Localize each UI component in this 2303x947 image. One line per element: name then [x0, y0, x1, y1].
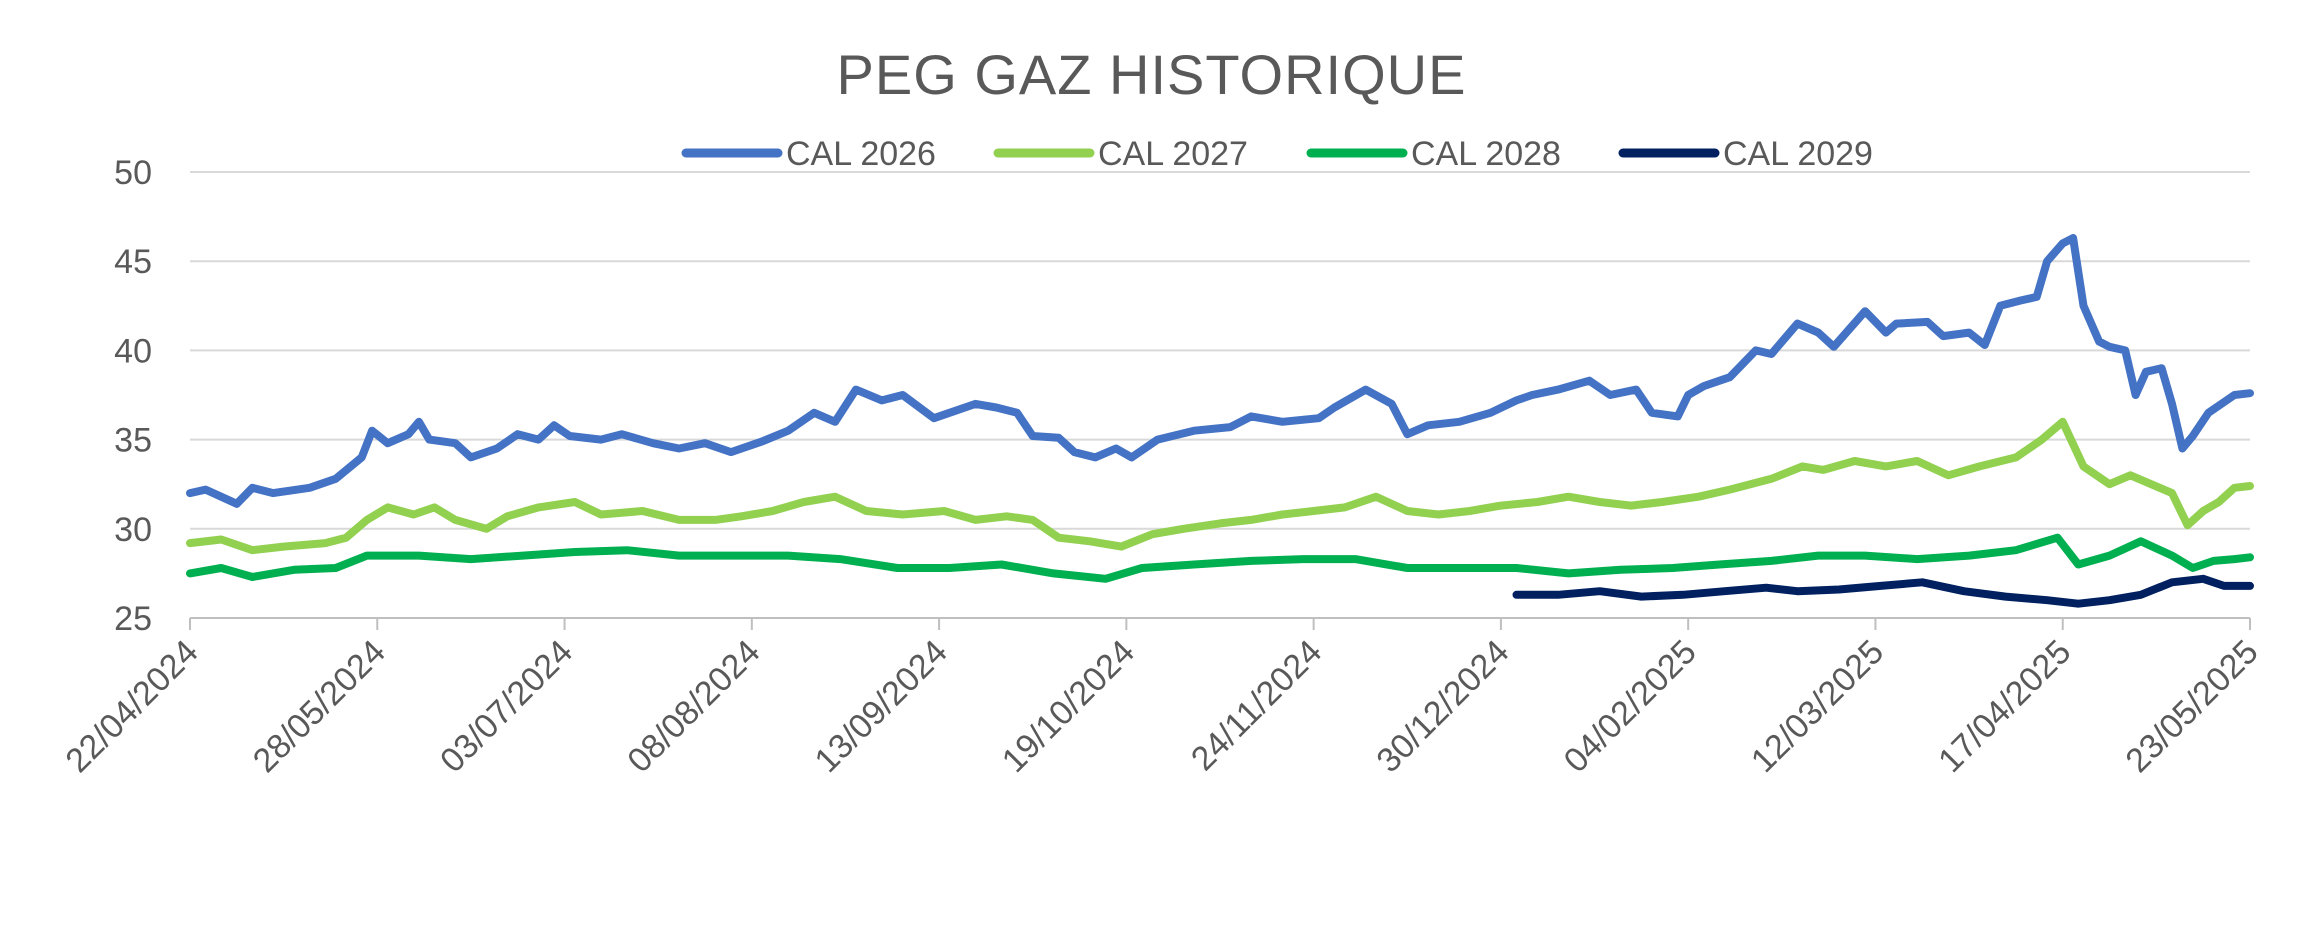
x-tick-label: 17/04/2025: [1931, 633, 2078, 780]
x-tick-label: 24/11/2024: [1184, 633, 1329, 778]
legend-label: CAL 2027: [1098, 135, 1248, 173]
y-axis: 50 45 40 35 30 25: [114, 154, 152, 638]
legend-label: CAL 2028: [1411, 135, 1561, 173]
x-tick-label: 28/05/2024: [246, 633, 393, 780]
x-tick-label: 30/12/2024: [1369, 633, 1516, 780]
x-tick-label: 04/02/2025: [1557, 633, 1704, 780]
y-tick-label: 50: [114, 154, 152, 192]
gridlines: [190, 171, 2250, 619]
x-tick-label: 13/09/2024: [808, 633, 955, 780]
legend-label: CAL 2029: [1723, 135, 1873, 173]
series-line-cal-2027: [186, 417, 2254, 555]
series-line-cal-2026: [186, 234, 2254, 508]
series-line-cal-2029: [1512, 574, 2254, 608]
x-tick-label: 23/05/2025: [2118, 633, 2265, 780]
chart-legend: CAL 2026 CAL 2027 CAL 2028 CAL 2029: [681, 135, 1873, 173]
x-tick-label: 19/10/2024: [995, 633, 1142, 780]
y-tick-label: 25: [114, 600, 152, 638]
x-tick-label: 22/04/2024: [58, 633, 205, 780]
y-tick-label: 35: [114, 422, 152, 460]
series-lines: [186, 234, 2254, 608]
y-tick-label: 40: [114, 332, 152, 370]
x-axis: 22/04/2024 28/05/2024 03/07/2024 08/08/2024…: [58, 617, 2266, 780]
y-tick-label: 30: [114, 511, 152, 549]
series-line-cal-2028: [186, 533, 2254, 583]
x-tick-label: 12/03/2025: [1744, 633, 1891, 780]
chart-title: PEG GAZ HISTORIQUE: [836, 43, 1467, 106]
x-tick-label: 03/07/2024: [433, 633, 580, 780]
x-tick-label: 08/08/2024: [620, 633, 767, 780]
y-tick-label: 45: [114, 243, 152, 281]
legend-label: CAL 2026: [786, 135, 936, 173]
